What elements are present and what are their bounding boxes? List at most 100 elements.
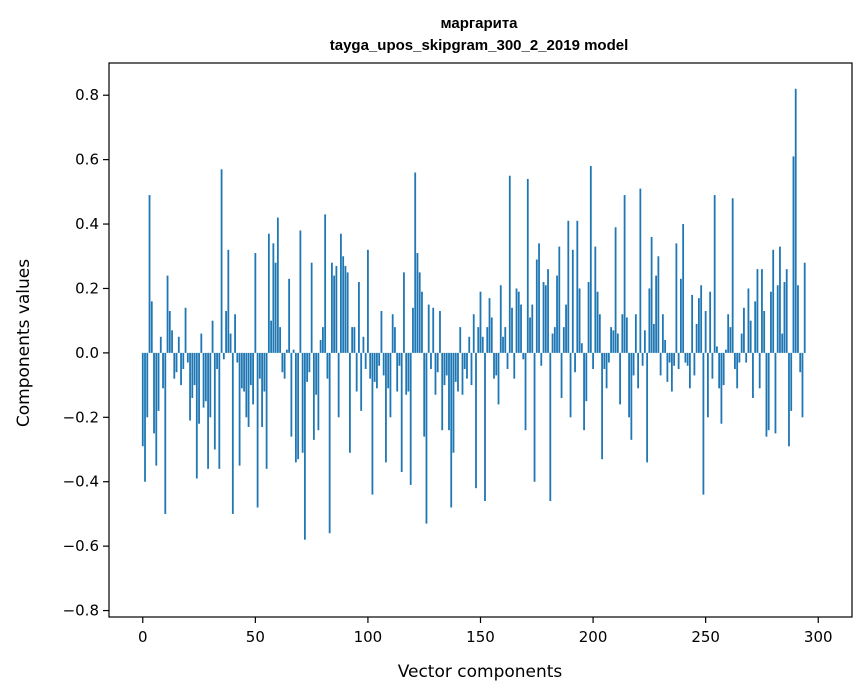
bar: [684, 352, 687, 363]
bar: [603, 352, 606, 369]
bar: [207, 352, 209, 469]
bar: [517, 291, 520, 353]
bar: [770, 291, 772, 353]
bar: [182, 352, 185, 369]
bar: [657, 256, 660, 353]
bar: [499, 285, 502, 353]
bar: [560, 352, 563, 398]
bar: [655, 275, 658, 353]
bar: [209, 352, 212, 418]
bar: [423, 352, 426, 437]
bar: [416, 253, 419, 353]
bar: [380, 311, 383, 353]
x-axis-ticks: 0 50 100 150 200 250 300: [138, 617, 833, 646]
bar: [450, 352, 453, 508]
bar: [567, 220, 570, 353]
bar: [646, 352, 649, 463]
bar: [198, 352, 200, 424]
bar: [490, 317, 493, 353]
bar: [686, 352, 689, 366]
bar: [331, 262, 333, 353]
bar: [790, 352, 793, 411]
bar: [801, 352, 804, 418]
bar: [171, 330, 173, 353]
bar: [670, 352, 673, 392]
chart-subtitle: tayga_upos_skipgram_300_2_2019 model: [330, 37, 629, 54]
bar: [355, 352, 358, 392]
bar: [580, 343, 583, 353]
bar: [321, 327, 324, 353]
bar: [720, 352, 723, 424]
bar: [247, 352, 250, 427]
bar: [459, 327, 462, 353]
bar: [225, 311, 227, 353]
bar: [234, 314, 236, 353]
bar: [547, 269, 549, 353]
x-tick-label: 250: [691, 628, 720, 646]
x-tick-label: 200: [579, 628, 608, 646]
bar: [299, 230, 302, 353]
bar: [551, 333, 554, 353]
bar: [675, 243, 678, 353]
bar: [148, 195, 151, 353]
bar: [367, 249, 369, 353]
bar: [382, 352, 385, 376]
bar: [351, 327, 354, 353]
y-axis-ticks: −0.8 −0.6 −0.4 −0.2 0.0 0.2 0.4 0.6 0.8: [63, 86, 109, 620]
bar: [520, 304, 522, 353]
bar: [522, 352, 525, 360]
bar: [162, 352, 164, 389]
bar: [794, 88, 797, 353]
bar: [535, 259, 538, 353]
bar: [616, 333, 619, 353]
bar: [461, 352, 464, 395]
bar: [303, 352, 306, 540]
bar: [236, 352, 239, 363]
bar: [729, 327, 732, 353]
bar: [707, 352, 709, 418]
x-axis-label: Vector components: [398, 662, 563, 682]
bar: [177, 336, 180, 353]
bar: [243, 352, 245, 392]
bar: [781, 333, 784, 353]
bar: [249, 352, 252, 386]
bar: [743, 307, 745, 353]
bar: [544, 285, 547, 353]
bar: [713, 195, 716, 353]
bar: [637, 352, 640, 389]
bar: [752, 352, 754, 398]
bar: [328, 352, 331, 534]
bar: [200, 333, 203, 353]
bar: [164, 352, 167, 514]
bar: [472, 314, 475, 353]
bar: [477, 327, 480, 353]
bar: [272, 243, 275, 353]
bar: [186, 352, 189, 363]
bar: [267, 233, 270, 353]
bar: [427, 304, 430, 353]
bar: [349, 352, 351, 453]
bar: [441, 352, 444, 431]
bar: [594, 246, 597, 353]
bar: [571, 249, 574, 353]
x-tick-label: 0: [138, 628, 148, 646]
bar: [578, 288, 581, 353]
bar: [319, 340, 322, 353]
bar: [765, 352, 768, 437]
bar: [373, 352, 376, 382]
bar: [767, 352, 770, 431]
y-tick-label: −0.6: [63, 537, 99, 555]
bar: [641, 352, 644, 366]
bar: [211, 320, 214, 353]
bar: [155, 352, 158, 466]
bar: [497, 352, 500, 405]
bar: [639, 188, 642, 353]
bar: [643, 330, 646, 353]
bar: [711, 352, 714, 379]
bar: [785, 269, 788, 353]
bar: [718, 352, 721, 389]
bar: [414, 172, 417, 353]
bar: [610, 327, 612, 353]
bar: [238, 352, 241, 466]
bar: [294, 352, 297, 463]
